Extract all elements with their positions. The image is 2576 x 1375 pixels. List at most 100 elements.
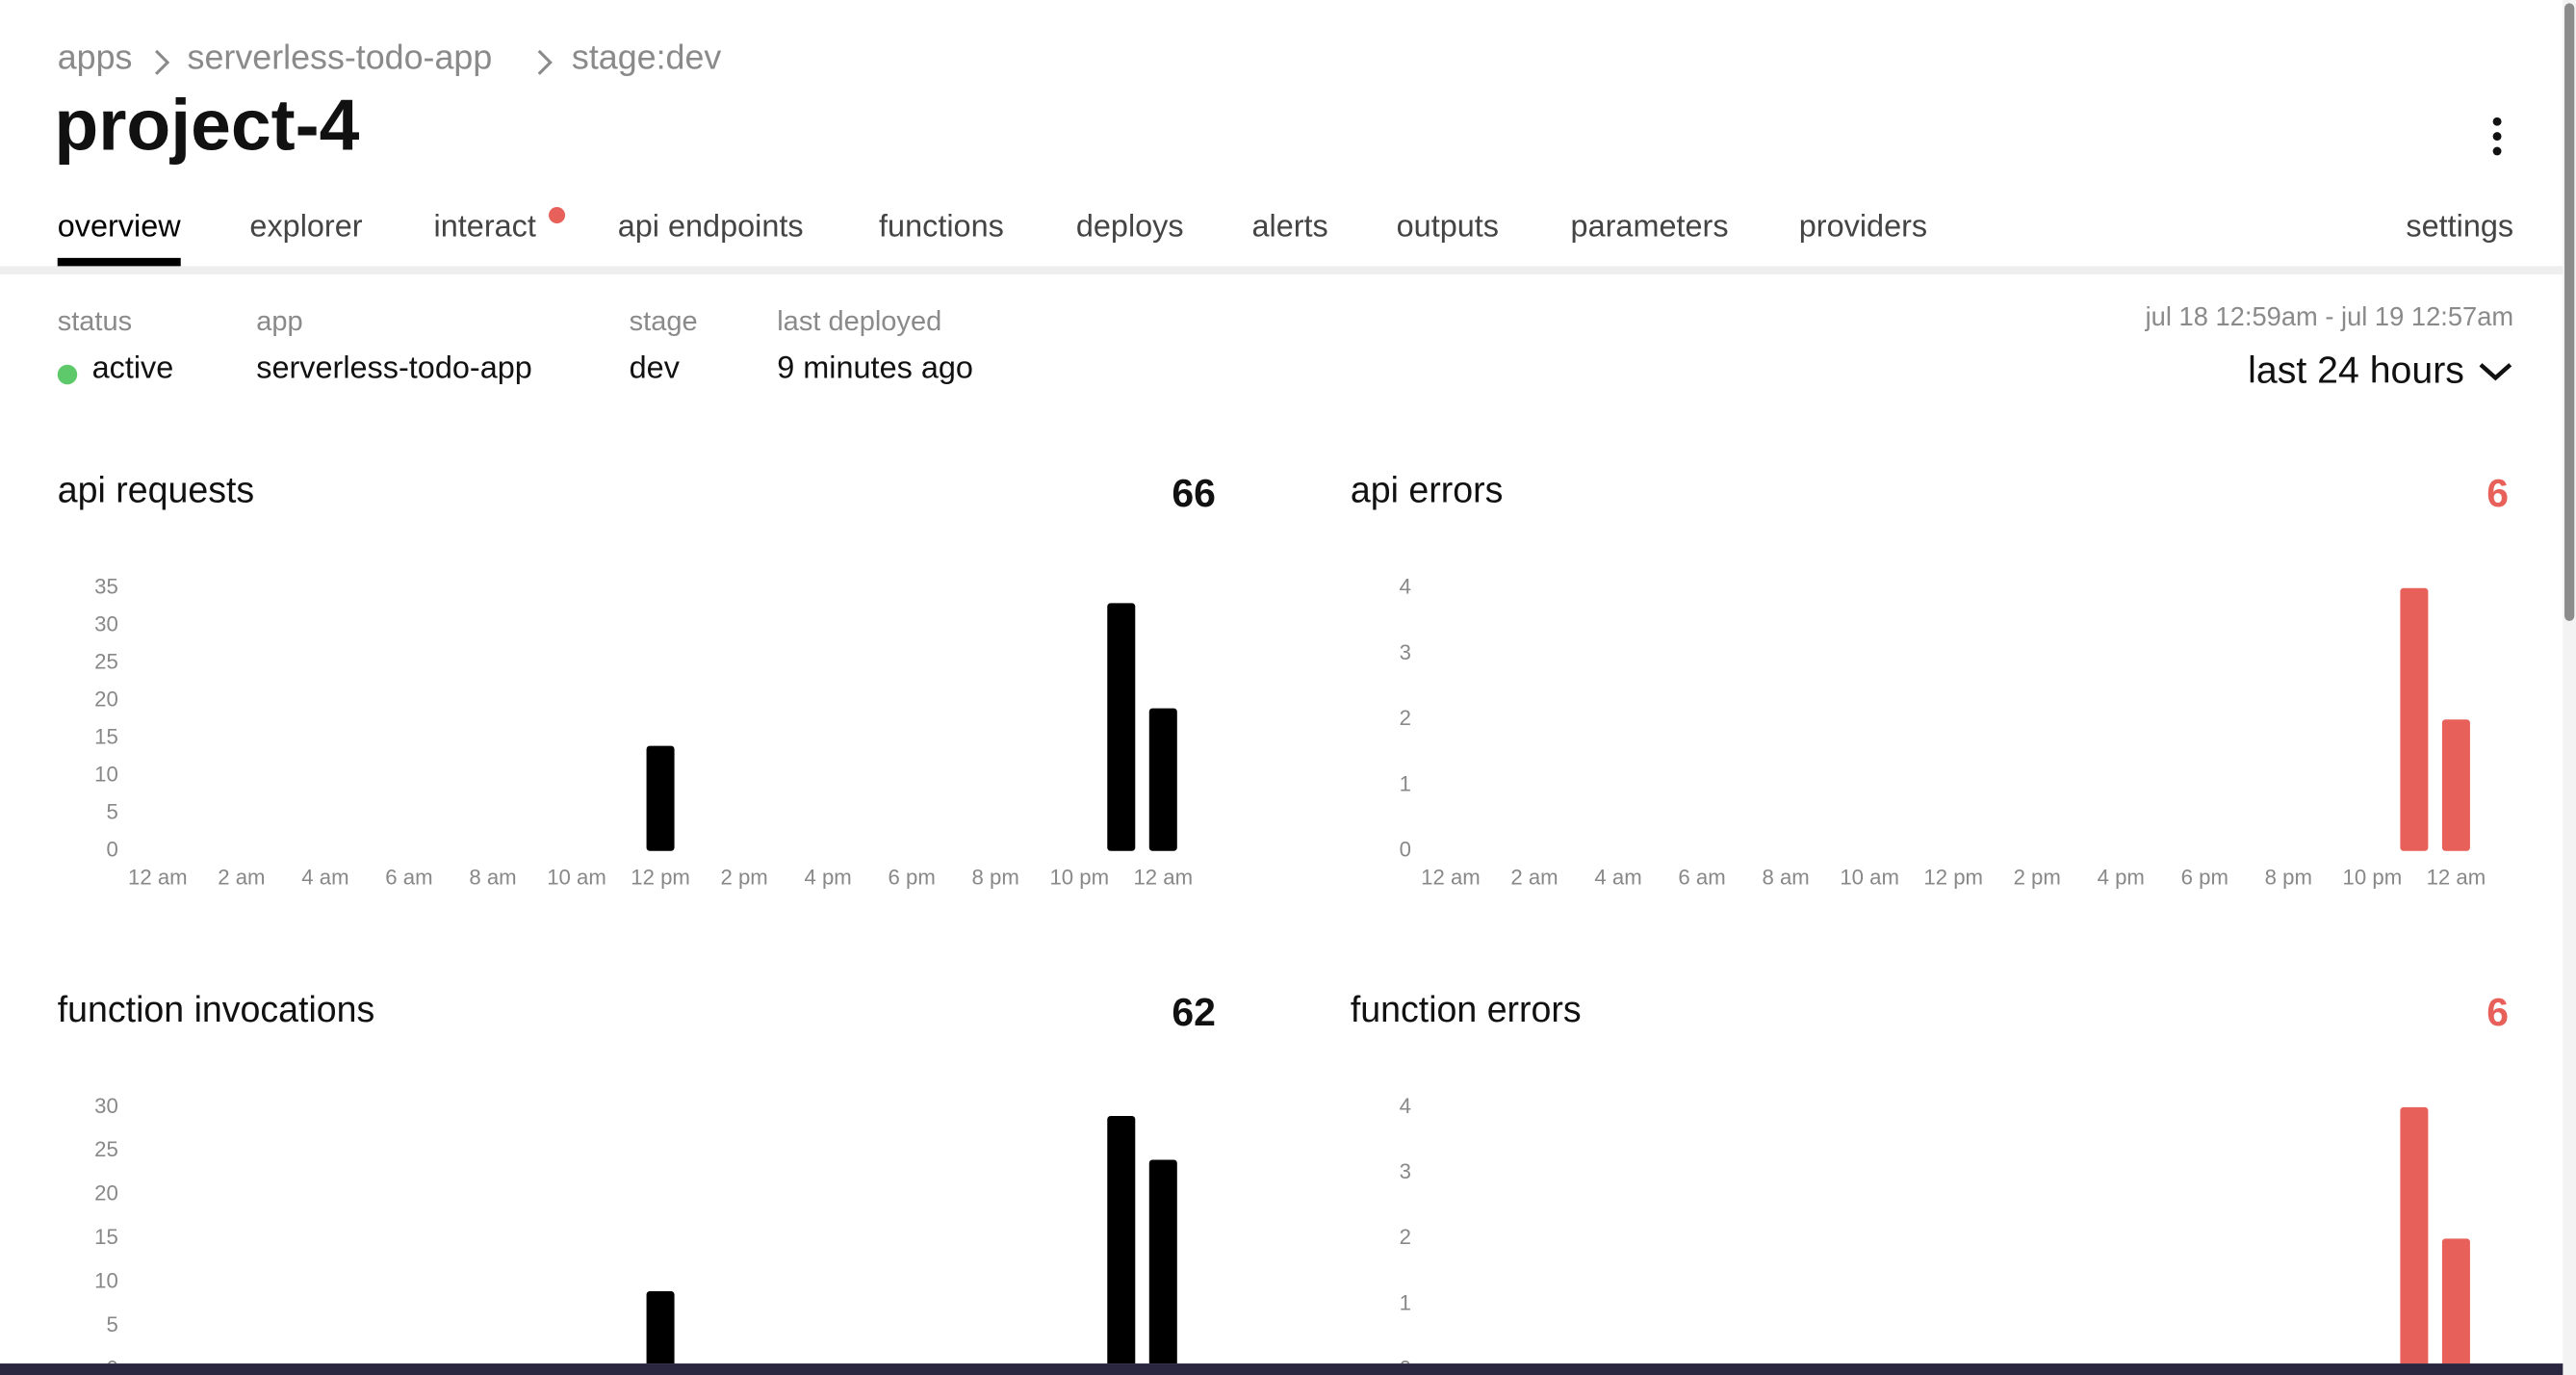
tab[interactable]: interact [433, 210, 536, 246]
range-select[interactable]: last 24 hours [2248, 349, 2513, 393]
y-tick-label: 2 [1400, 706, 1411, 730]
date-range: jul 18 12:59am - jul 19 12:57am [2145, 303, 2514, 332]
x-tick-label: 8 pm [972, 866, 1019, 890]
x-tick-label: 12 am [1421, 866, 1481, 890]
x-tick-label: 8 am [469, 866, 516, 890]
x-tick-label: 12 am [128, 866, 188, 890]
tab-divider [0, 266, 2563, 274]
tab[interactable]: deploys [1075, 210, 1184, 246]
bar [2441, 1238, 2470, 1364]
bar [1107, 1116, 1136, 1364]
y-tick-label: 0 [1400, 1357, 1411, 1363]
info-value: serverless-todo-app [256, 351, 532, 386]
y-tick-label: 0 [107, 1357, 118, 1363]
y-tick-label: 1 [1400, 771, 1411, 795]
y-tick-label: 4 [1400, 1094, 1411, 1118]
y-tick-label: 2 [1400, 1225, 1411, 1249]
y-tick-label: 10 [94, 1269, 118, 1293]
x-tick-label: 10 am [1840, 866, 1899, 890]
x-tick-label: 8 am [1762, 866, 1809, 890]
bar [2400, 587, 2429, 851]
bar [646, 1290, 675, 1364]
breadcrumb[interactable]: stage:dev [571, 39, 722, 78]
bar [2441, 719, 2470, 851]
breadcrumb-separator [537, 49, 553, 75]
y-tick-label: 1 [1400, 1290, 1411, 1314]
scrollbar-thumb[interactable] [2564, 3, 2575, 621]
y-tick-label: 5 [107, 800, 118, 824]
chart-total: 6 [2486, 471, 2509, 515]
bottom-strip [0, 1363, 2576, 1375]
y-tick-label: 15 [94, 725, 118, 749]
chart-title: api requests [58, 470, 254, 510]
x-tick-label: 6 pm [2181, 866, 2228, 890]
settings-tab[interactable]: settings [2406, 210, 2514, 246]
info-label: app [256, 305, 303, 337]
bar [1148, 708, 1177, 851]
tab[interactable]: outputs [1396, 210, 1500, 246]
chart-total: 66 [1172, 471, 1216, 515]
x-tick-label: 12 am [1133, 866, 1193, 890]
y-tick-label: 25 [94, 1137, 118, 1161]
tab[interactable]: overview [57, 210, 181, 246]
x-tick-label: 8 pm [2265, 866, 2312, 890]
y-tick-label: 30 [94, 1094, 118, 1118]
tab[interactable]: functions [879, 210, 1004, 246]
tab[interactable]: alerts [1251, 210, 1328, 246]
bar [1148, 1159, 1177, 1364]
info-label: stage [629, 305, 698, 337]
x-tick-label: 10 pm [2343, 866, 2403, 890]
notification-dot [549, 206, 566, 224]
x-tick-label: 2 am [218, 866, 265, 890]
x-tick-label: 12 pm [631, 866, 690, 890]
x-tick-label: 6 am [1678, 866, 1725, 890]
x-tick-label: 12 pm [1923, 866, 1983, 890]
tab[interactable]: parameters [1570, 210, 1729, 246]
info-value: active [91, 351, 174, 386]
y-tick-label: 20 [94, 688, 118, 712]
chart-title: api errors [1351, 470, 1503, 510]
info-value: 9 minutes ago [777, 351, 973, 386]
bar [2400, 1106, 2429, 1364]
x-tick-label: 12 am [2427, 866, 2486, 890]
tab[interactable]: explorer [249, 210, 363, 246]
y-tick-label: 20 [94, 1181, 118, 1206]
chart-total: 6 [2486, 990, 2509, 1034]
y-tick-label: 15 [94, 1225, 118, 1249]
chart-title: function errors [1351, 989, 1582, 1029]
y-tick-label: 4 [1400, 575, 1411, 599]
x-tick-label: 4 pm [804, 866, 851, 890]
range-preset: last 24 hours [2248, 348, 2464, 392]
chevron [2479, 362, 2512, 380]
x-tick-label: 10 am [547, 866, 606, 890]
x-tick-label: 2 pm [2014, 866, 2061, 890]
y-tick-label: 3 [1400, 640, 1411, 664]
scrollbar[interactable] [2563, 0, 2576, 1375]
x-tick-label: 10 pm [1049, 866, 1109, 890]
x-tick-label: 6 am [385, 866, 432, 890]
y-tick-label: 0 [1400, 838, 1411, 862]
breadcrumb[interactable]: apps [57, 39, 133, 78]
breadcrumb[interactable]: serverless-todo-app [187, 39, 493, 78]
tab[interactable]: api endpoints [617, 210, 804, 246]
y-tick-label: 30 [94, 612, 118, 636]
info-label: status [57, 305, 133, 337]
active-tab-underline [57, 257, 181, 267]
breadcrumb-separator [155, 49, 170, 75]
more-menu[interactable] [2481, 115, 2513, 161]
chart-total: 62 [1172, 990, 1216, 1034]
x-tick-label: 6 pm [889, 866, 936, 890]
y-tick-label: 35 [94, 575, 118, 599]
x-tick-label: 2 am [1510, 866, 1558, 890]
x-tick-label: 4 am [301, 866, 348, 890]
y-tick-label: 3 [1400, 1159, 1411, 1183]
bar [646, 745, 675, 851]
info-value: dev [629, 351, 680, 386]
tab[interactable]: providers [1798, 210, 1928, 246]
y-tick-label: 25 [94, 650, 118, 674]
info-label: last deployed [777, 305, 942, 337]
y-tick-label: 5 [107, 1312, 118, 1336]
status-dot [57, 364, 78, 385]
